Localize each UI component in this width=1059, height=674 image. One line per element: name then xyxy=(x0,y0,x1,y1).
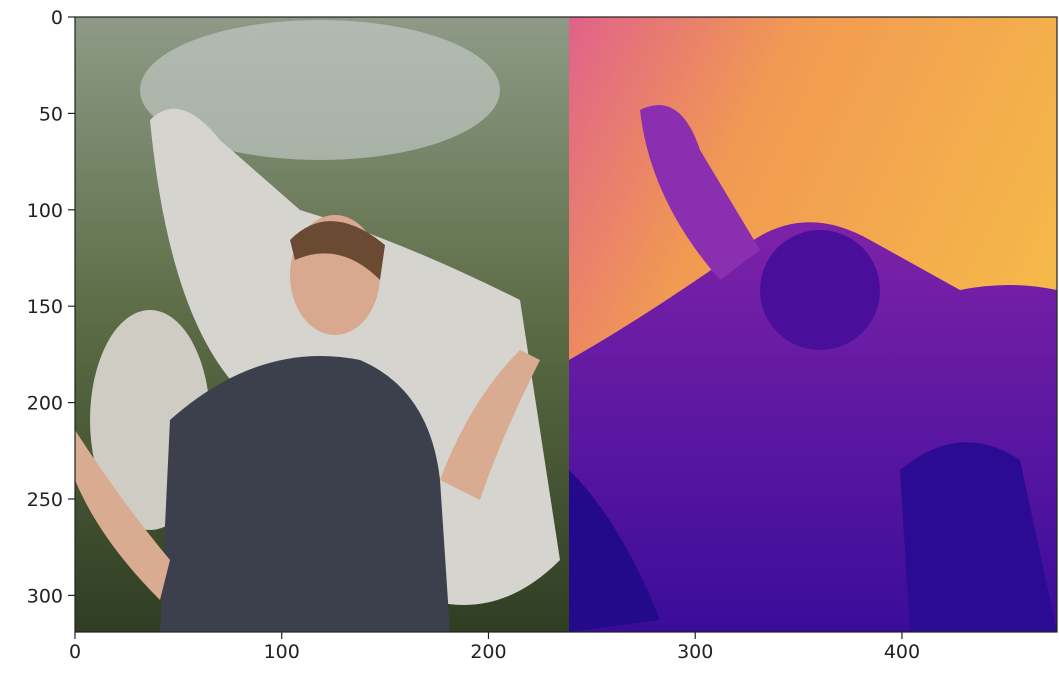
x-tick-label: 0 xyxy=(69,641,81,663)
y-tick-label: 0 xyxy=(51,7,63,29)
figure: 0 100 200 300 400 0 50 100 150 200 250 300 xyxy=(0,0,1059,670)
y-tick-label: 100 xyxy=(27,200,63,222)
y-tick-label: 300 xyxy=(27,585,63,607)
y-tick-label: 250 xyxy=(27,489,63,511)
y-tick-label: 200 xyxy=(27,393,63,415)
x-tick-label: 300 xyxy=(677,641,713,663)
photo-image xyxy=(75,17,569,632)
x-tick-label: 200 xyxy=(470,641,506,663)
y-tick-label: 50 xyxy=(39,103,63,125)
x-tick-label: 400 xyxy=(884,641,920,663)
x-tick-label: 100 xyxy=(264,641,300,663)
y-tick-label: 150 xyxy=(27,296,63,318)
depth-map xyxy=(569,17,1057,632)
